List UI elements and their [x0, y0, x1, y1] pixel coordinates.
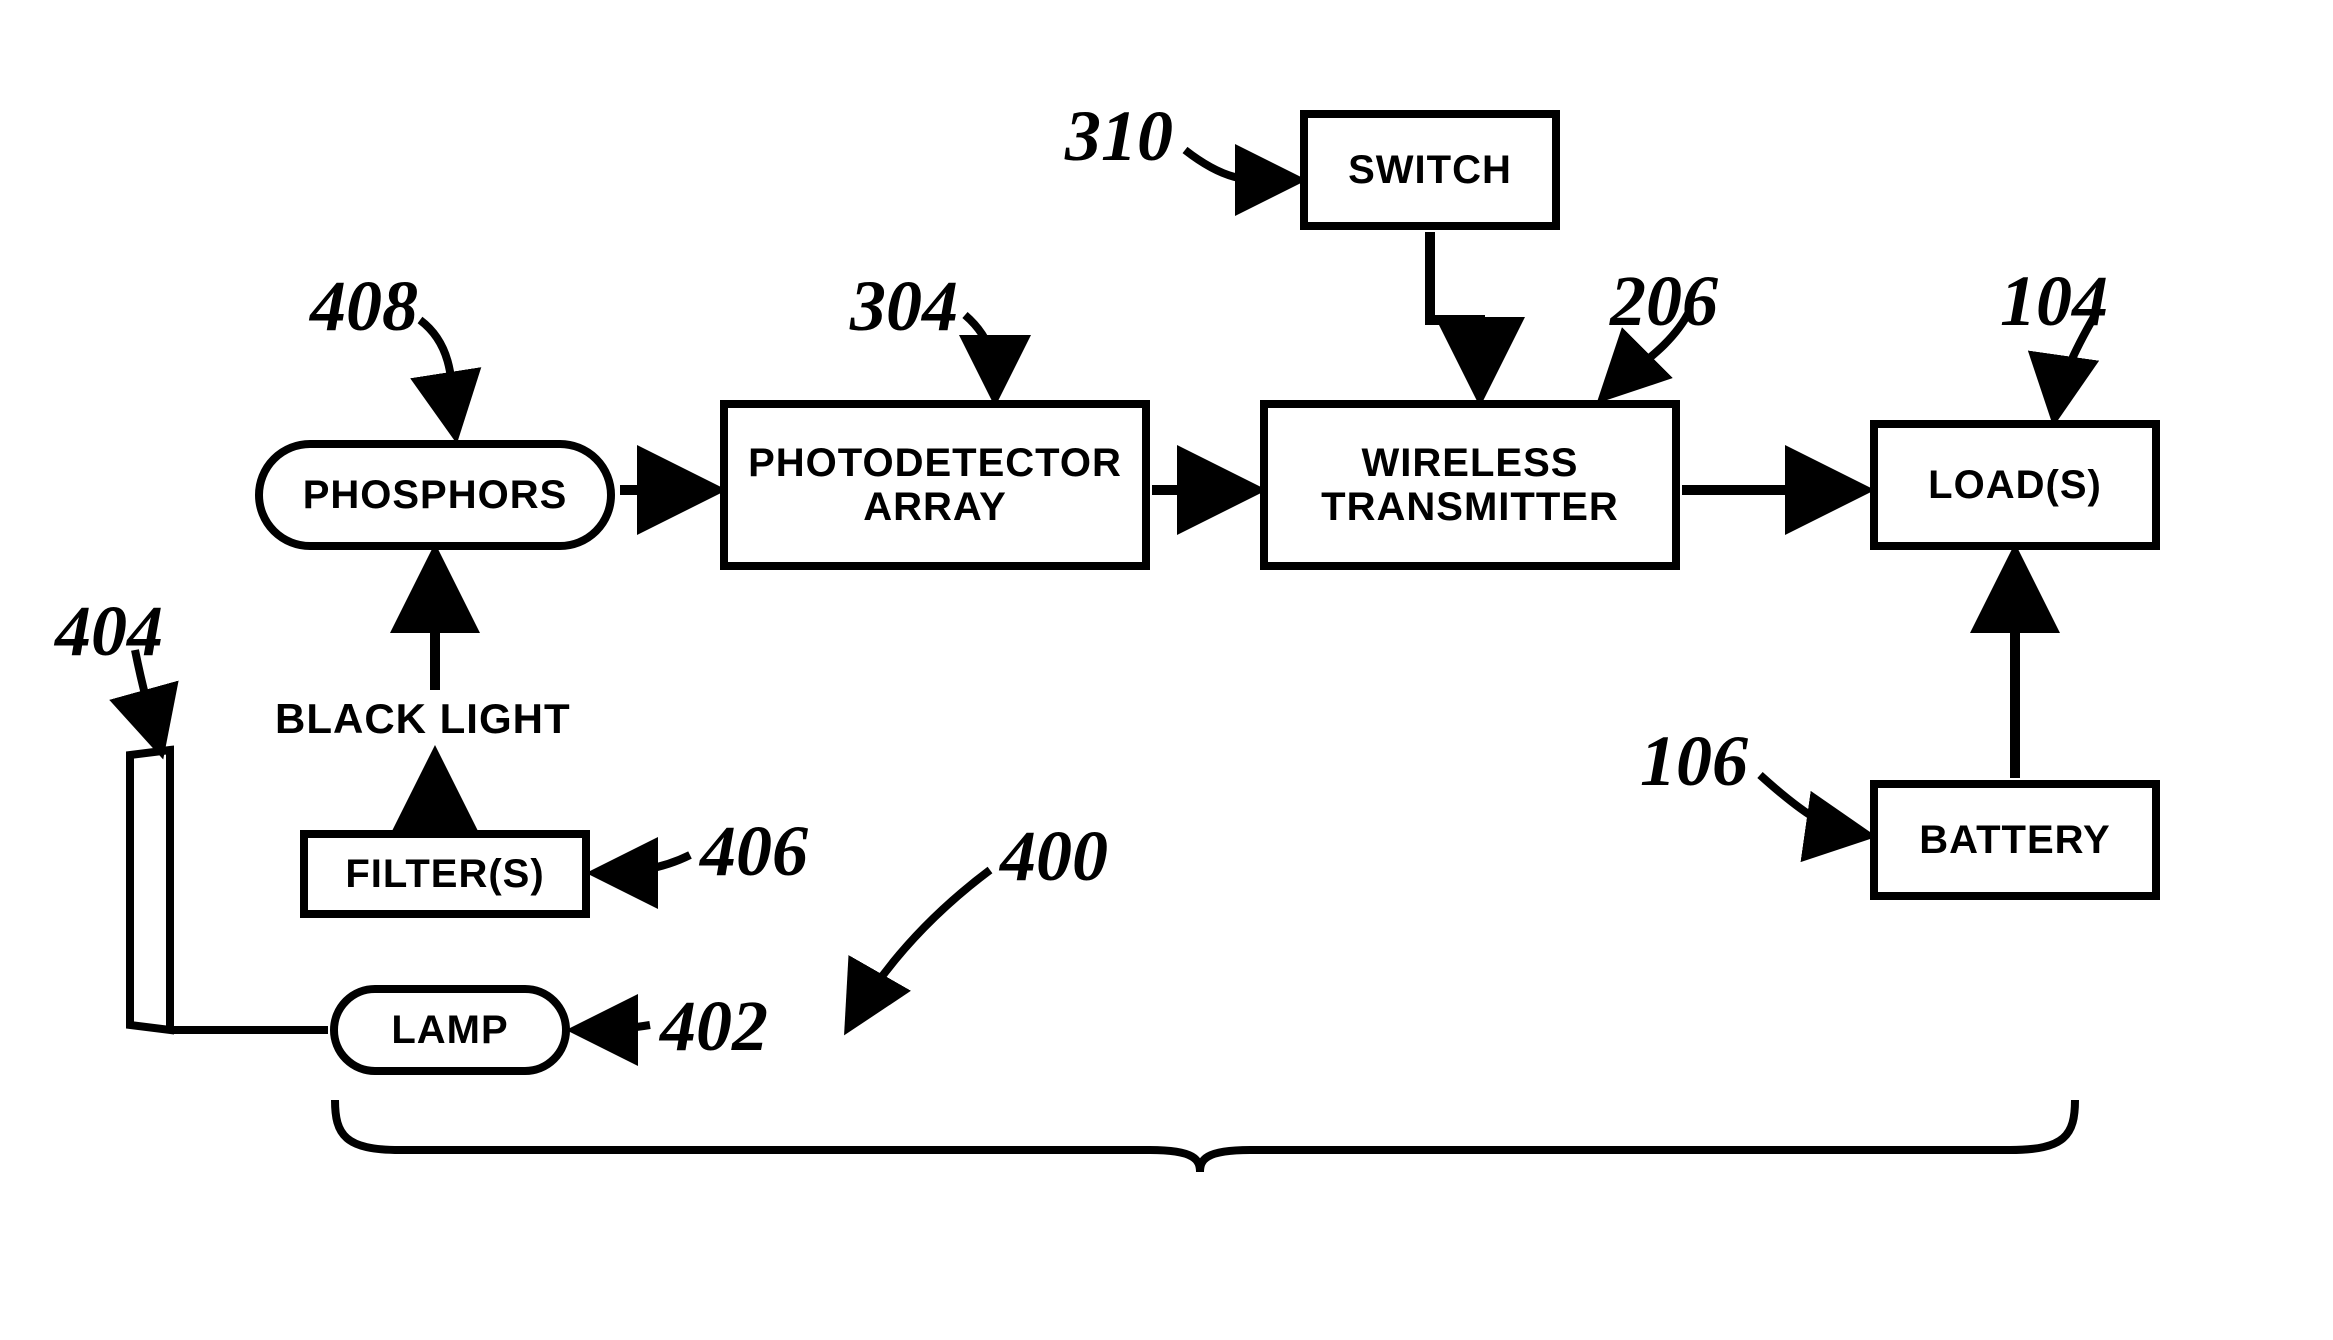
ref-310: 310: [1065, 95, 1173, 178]
node-switch-label: SWITCH: [1348, 148, 1512, 192]
ref-304: 304: [850, 265, 958, 348]
node-lamp: LAMP: [330, 985, 570, 1075]
node-loads: LOAD(S): [1870, 420, 2160, 550]
ref-arrow-400: [850, 870, 990, 1025]
ref-404: 404: [55, 590, 163, 673]
node-battery-label: BATTERY: [1919, 818, 2110, 862]
edge-switch-wireless: [1430, 232, 1480, 392]
ref-arrow-106: [1760, 775, 1865, 835]
ref-206: 206: [1610, 260, 1718, 343]
node-filters-label: FILTER(S): [345, 852, 544, 896]
node-switch: SWITCH: [1300, 110, 1560, 230]
node-wireless-label: WIRELESS TRANSMITTER: [1321, 441, 1619, 529]
ref-402: 402: [660, 985, 768, 1068]
ref-408: 408: [310, 265, 418, 348]
ref-arrow-310: [1185, 150, 1295, 180]
ref-106: 106: [1640, 720, 1748, 803]
ref-arrow-402: [578, 1025, 650, 1030]
node-photodetector-array: PHOTODETECTOR ARRAY: [720, 400, 1150, 570]
ref-406: 406: [700, 810, 808, 893]
ref-104: 104: [2000, 260, 2108, 343]
node-lamp-label: LAMP: [391, 1008, 508, 1052]
node-battery: BATTERY: [1870, 780, 2160, 900]
ref-arrow-408: [420, 320, 455, 432]
bracket-404: [130, 750, 328, 1030]
label-black-light-text: BLACK LIGHT: [275, 695, 571, 742]
node-photodetector-label: PHOTODETECTOR ARRAY: [748, 441, 1122, 529]
node-wireless-transmitter: WIRELESS TRANSMITTER: [1260, 400, 1680, 570]
node-filters: FILTER(S): [300, 830, 590, 918]
node-phosphors-label: PHOSPHORS: [303, 473, 568, 517]
brace-400: [335, 1100, 2075, 1172]
ref-arrow-406: [598, 855, 690, 873]
ref-400: 400: [1000, 815, 1108, 898]
node-phosphors: PHOSPHORS: [255, 440, 615, 550]
label-black-light: BLACK LIGHT: [275, 695, 571, 743]
diagram-canvas: PHOSPHORS PHOTODETECTOR ARRAY WIRELESS T…: [0, 0, 2333, 1340]
connectors-layer: [0, 0, 2333, 1340]
node-loads-label: LOAD(S): [1928, 463, 2102, 507]
ref-arrow-304: [965, 315, 995, 395]
